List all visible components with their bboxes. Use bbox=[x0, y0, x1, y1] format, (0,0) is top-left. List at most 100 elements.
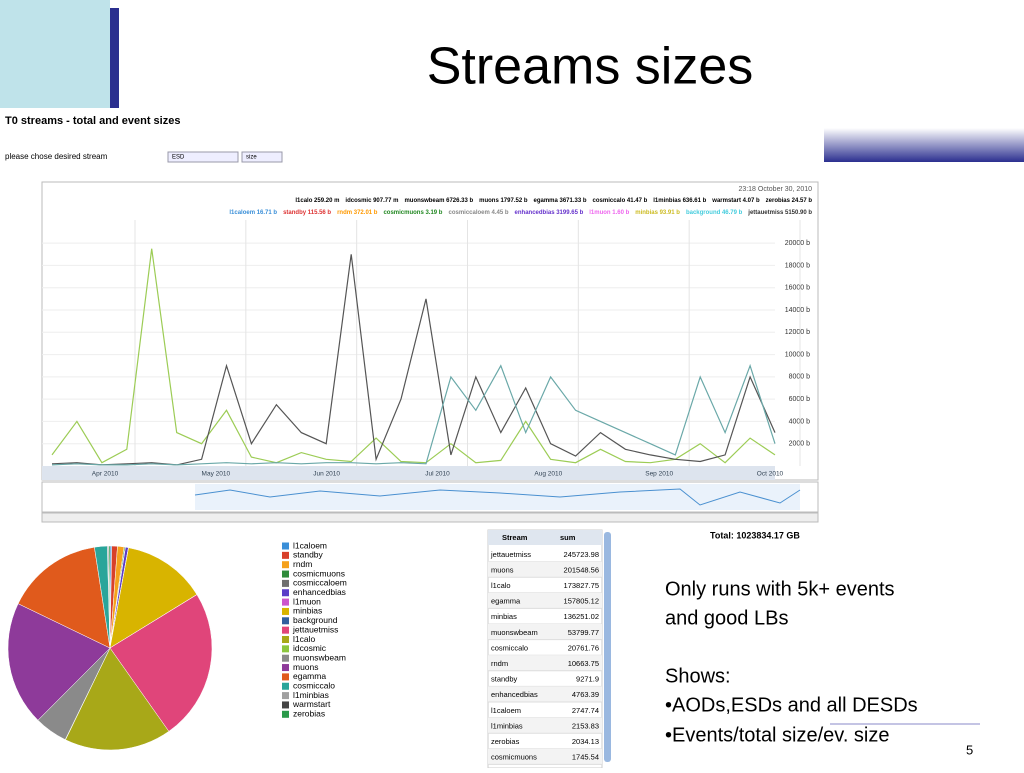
table-cell: 1745.54 bbox=[572, 753, 599, 762]
table-cell: zerobias bbox=[491, 737, 520, 746]
legend-swatch bbox=[282, 645, 289, 653]
table-row-bg bbox=[488, 717, 602, 734]
legend-swatch bbox=[282, 561, 289, 569]
legend-entry: minbias 93.91 b bbox=[635, 210, 680, 216]
legend-entry: l1minbias 636.61 b bbox=[653, 198, 706, 204]
note: •Events/total size/ev. size bbox=[665, 724, 890, 746]
table-row-bg bbox=[488, 748, 602, 765]
note: Shows: bbox=[665, 665, 731, 687]
select-text: size bbox=[246, 155, 257, 161]
table-cell: 10663.75 bbox=[568, 659, 599, 668]
x-tick-label: Jul 2010 bbox=[425, 471, 450, 478]
table-cell: 245723.98 bbox=[564, 550, 599, 559]
table-cell: enhancedbias bbox=[491, 690, 538, 699]
legend-label: cosmiccalo bbox=[293, 681, 335, 691]
x-tick-label: May 2010 bbox=[202, 471, 231, 478]
legend-label: rndm bbox=[293, 559, 312, 569]
x-tick-label: Aug 2010 bbox=[534, 471, 562, 478]
legend-label: muonswbeam bbox=[293, 652, 346, 662]
pie-slice bbox=[65, 647, 170, 751]
total: Total: 1023834.17 GB bbox=[710, 530, 800, 540]
legend-entry: cosmiccalo 41.47 b bbox=[593, 198, 648, 204]
table-cell: 201548.56 bbox=[564, 565, 599, 574]
y-tick-label: 14000 b bbox=[785, 307, 810, 314]
y-tick-label: 20000 b bbox=[785, 240, 810, 247]
table-row-bg bbox=[488, 686, 602, 702]
legend-swatch bbox=[282, 654, 289, 662]
x-tick-label: Apr 2010 bbox=[92, 471, 119, 478]
table-cell: 173827.75 bbox=[564, 581, 599, 590]
prompt: please chose desired stream bbox=[5, 152, 108, 161]
legend-entry: l1muon 1.60 b bbox=[589, 210, 629, 216]
table-cell: 20761.76 bbox=[568, 643, 599, 652]
table-cell: rndm bbox=[491, 659, 508, 668]
pie-slice bbox=[109, 547, 198, 649]
table-cell: 2153.83 bbox=[572, 721, 599, 730]
legend-entry: idcosmic 907.77 m bbox=[345, 198, 398, 204]
table-cell: 4763.39 bbox=[572, 690, 599, 699]
pie-slice bbox=[108, 545, 111, 649]
table-cell: 9271.9 bbox=[576, 675, 599, 684]
y-tick-label: 2000 b bbox=[789, 441, 811, 448]
select[interactable] bbox=[167, 151, 239, 163]
y-tick-label: 6000 b bbox=[789, 396, 811, 403]
legend-label: minbias bbox=[293, 606, 322, 616]
page-number: 5 bbox=[966, 742, 973, 757]
series-line bbox=[51, 248, 776, 464]
legend-entry: muons 1797.52 b bbox=[479, 198, 528, 204]
legend-label: l1caloem bbox=[293, 540, 327, 550]
select[interactable] bbox=[241, 151, 283, 163]
chart-frame bbox=[41, 181, 819, 481]
pie-slice bbox=[17, 546, 111, 649]
legend-entry: warmstart 4.07 b bbox=[711, 198, 760, 204]
pie-slice bbox=[109, 594, 213, 732]
app-heading: T0 streams - total and event sizes bbox=[5, 115, 180, 127]
legend-swatch bbox=[282, 682, 289, 690]
table-cell: 2747.74 bbox=[572, 706, 599, 715]
deco-band bbox=[824, 128, 1024, 162]
legend-swatch bbox=[282, 551, 289, 559]
y-tick-label: 12000 b bbox=[785, 329, 810, 336]
legend-swatch bbox=[282, 710, 289, 718]
legend-entry: enhancedbias 3199.65 b bbox=[515, 210, 584, 216]
table-row-bg bbox=[488, 624, 602, 640]
legend-entry: cosmicmuons 3.19 b bbox=[383, 210, 442, 216]
legend-label: background bbox=[293, 615, 338, 625]
note: and good LBs bbox=[665, 607, 788, 629]
table-scrollbar bbox=[604, 532, 611, 762]
slide-title: Streams sizes bbox=[427, 38, 754, 96]
legend-entry: l1calo 259.20 m bbox=[295, 198, 339, 204]
legend-label: l1muon bbox=[293, 596, 321, 606]
legend-entry: rndm 372.01 b bbox=[337, 210, 378, 216]
legend-entry: cosmiccaloem 4.45 b bbox=[448, 210, 508, 216]
table-cell: muonswbeam bbox=[491, 628, 538, 637]
legend-swatch bbox=[282, 626, 289, 634]
scrollbar[interactable] bbox=[41, 512, 819, 523]
legend-label: zerobias bbox=[293, 709, 325, 719]
x-tick-label: Oct 2010 bbox=[757, 471, 784, 478]
legend-entry: background 46.79 b bbox=[686, 210, 743, 216]
table-row-bg bbox=[488, 561, 602, 578]
table-cell: 2034.13 bbox=[572, 737, 599, 746]
series-line bbox=[51, 363, 776, 466]
legend-swatch bbox=[282, 701, 289, 709]
note: Only runs with 5k+ events bbox=[665, 578, 895, 600]
y-tick-label: 16000 b bbox=[785, 285, 810, 292]
table-cell: minbias bbox=[491, 612, 517, 621]
legend-entry: egamma 3671.33 b bbox=[534, 198, 587, 204]
legend-label: jettauetmiss bbox=[292, 624, 338, 634]
legend-label: standby bbox=[293, 550, 324, 560]
legend-swatch bbox=[282, 598, 289, 606]
table-cell: jettauetmiss bbox=[490, 550, 531, 559]
legend-swatch bbox=[282, 570, 289, 578]
legend-label: warmstart bbox=[292, 699, 331, 709]
table-cell: l1calo bbox=[491, 581, 511, 590]
table-cell: 136251.02 bbox=[564, 612, 599, 621]
y-tick-label: 18000 b bbox=[785, 262, 810, 269]
y-tick-label: 4000 b bbox=[789, 418, 811, 425]
table-header-cell: Stream bbox=[502, 533, 528, 542]
legend-label: l1minbias bbox=[293, 690, 329, 700]
pie-slice bbox=[7, 603, 111, 721]
y-tick-label: 8000 b bbox=[789, 374, 811, 381]
